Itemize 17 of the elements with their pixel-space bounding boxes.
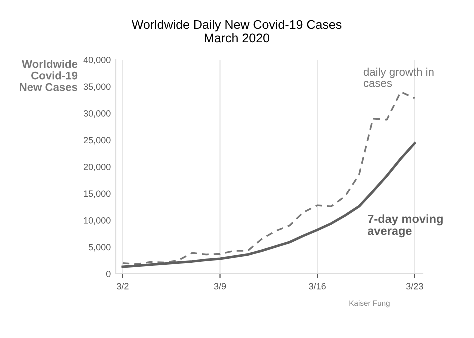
y-tick-label: 40,000	[84, 56, 111, 64]
y-tick-label: 10,000	[84, 217, 111, 225]
y-tick-label: 35,000	[84, 84, 111, 92]
y-axis-title: Worldwide Covid-19 New Cases	[20, 60, 78, 92]
x-tick-label: 3/2	[117, 283, 129, 290]
chart-title: Worldwide Daily New Covid-19 Cases March 2020	[132, 20, 342, 43]
x-tick-label: 3/16	[309, 283, 326, 290]
y-tick-label: 25,000	[84, 137, 111, 145]
series-label: daily growth in cases	[364, 68, 434, 88]
y-tick-label: 30,000	[84, 110, 111, 118]
y-tick-label: 0	[106, 270, 111, 278]
x-tick-label: 3/9	[214, 283, 226, 290]
y-tick-label: 5,000	[88, 244, 111, 252]
y-tick-label: 15,000	[84, 190, 111, 198]
y-tick-label: 20,000	[84, 164, 111, 172]
x-tick-label: 3/23	[406, 283, 424, 290]
series-label: 7-day moving average	[368, 214, 443, 238]
